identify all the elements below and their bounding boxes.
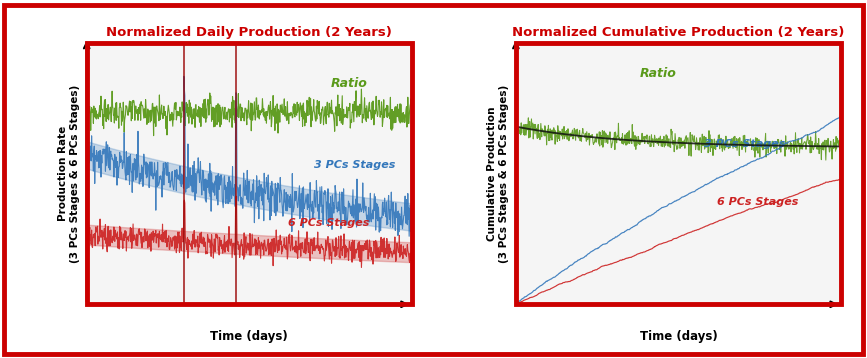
Title: Normalized Daily Production (2 Years): Normalized Daily Production (2 Years): [107, 26, 392, 39]
Title: Normalized Cumulative Production (2 Years): Normalized Cumulative Production (2 Year…: [512, 26, 844, 39]
Text: Cumulative Production
(3 PCs Stages & 6 PCs Stages): Cumulative Production (3 PCs Stages & 6 …: [487, 84, 509, 263]
Text: Time (days): Time (days): [211, 330, 288, 343]
Text: Ratio: Ratio: [330, 77, 368, 90]
Text: 3 PCs Stages: 3 PCs Stages: [314, 160, 395, 170]
Text: Time (days): Time (days): [640, 330, 717, 343]
Text: 3 PCs Stages: 3 PCs Stages: [704, 140, 786, 150]
Text: 6 PCs Stages: 6 PCs Stages: [718, 197, 799, 207]
Text: 6 PCs Stages: 6 PCs Stages: [288, 218, 369, 228]
Text: Ratio: Ratio: [640, 67, 676, 80]
Text: Production Rate
(3 PCs Stages & 6 PCs Stages): Production Rate (3 PCs Stages & 6 PCs St…: [58, 84, 80, 263]
